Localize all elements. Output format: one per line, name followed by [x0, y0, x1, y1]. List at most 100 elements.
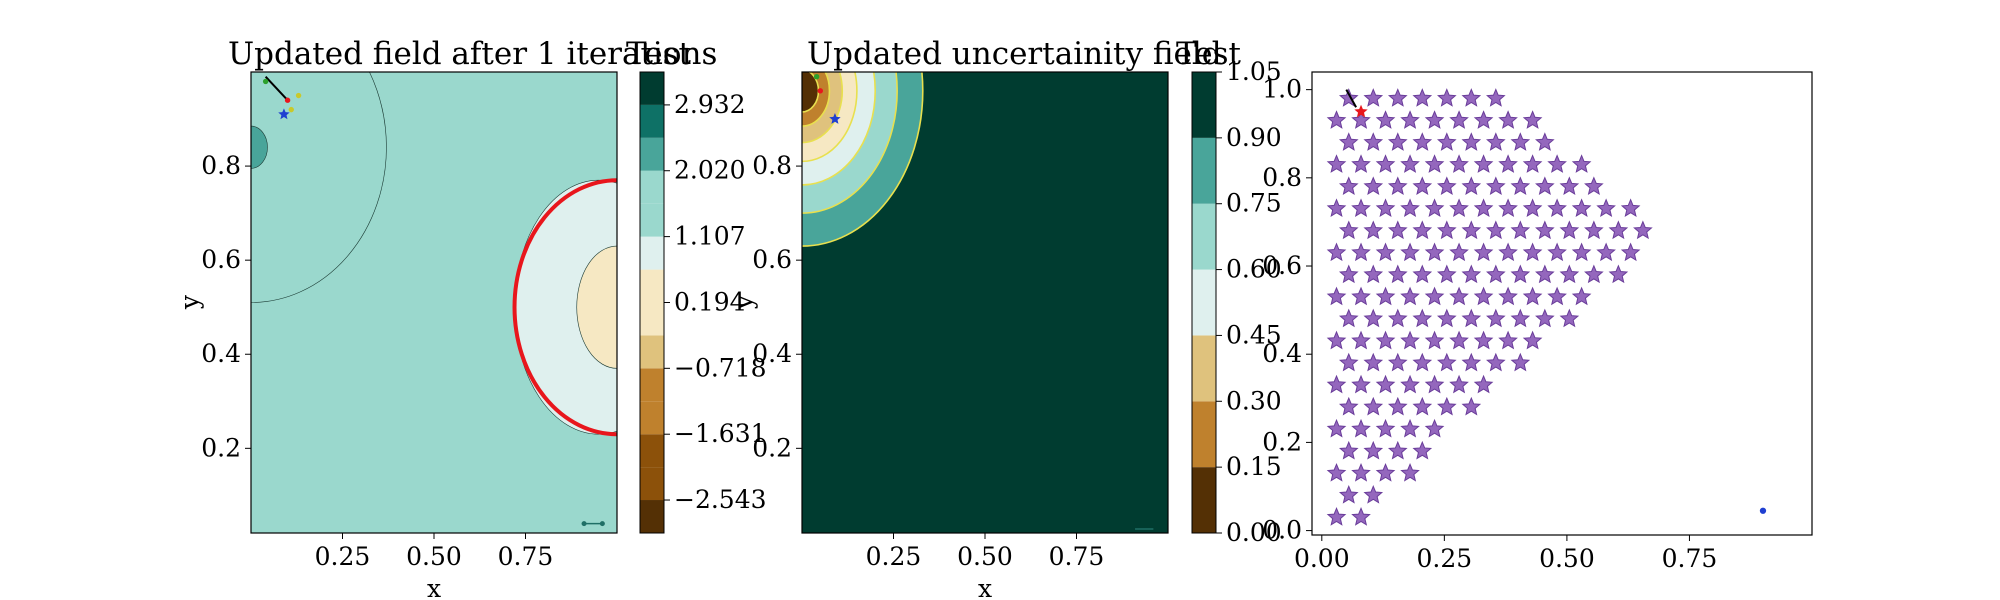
star-marker: [1354, 104, 1368, 118]
star-point: [1498, 286, 1518, 306]
star-point: [1412, 308, 1433, 328]
star-point: [1547, 154, 1567, 173]
star-point: [1510, 176, 1531, 195]
colorbar-tick-label: 0.194: [674, 288, 746, 317]
uncertainty-xlabel: x: [978, 574, 992, 600]
uncertainty-ylabel: y: [729, 294, 758, 310]
y-tick-label: 0.8: [1262, 163, 1302, 192]
x-tick-label: 0.00: [1294, 544, 1350, 573]
colorbar-band: [640, 467, 664, 501]
star-point: [1522, 330, 1543, 350]
dot-marker: [262, 78, 269, 85]
star-point: [1375, 418, 1396, 438]
field-xlabel: x: [427, 574, 441, 600]
star-point: [1375, 286, 1396, 306]
star-point: [1449, 286, 1469, 306]
colorbar-tick-label: 0.45: [1226, 320, 1282, 349]
field-colorbar-label: Test: [626, 36, 692, 72]
star-point: [1351, 154, 1371, 173]
colorbar-tick-label: 0.30: [1226, 386, 1282, 415]
star-point: [1412, 176, 1433, 195]
star-point: [1498, 198, 1518, 218]
field-path-segment: [264, 76, 289, 101]
colorbar-band: [640, 72, 664, 105]
star-point: [1535, 176, 1555, 195]
star-point: [1351, 242, 1371, 262]
colorbar-tick-label: 0.00: [1226, 518, 1282, 547]
star-point: [1424, 330, 1445, 350]
star-point: [1449, 374, 1469, 394]
star-point: [1510, 308, 1531, 328]
star-point: [1424, 374, 1445, 394]
star-point: [1449, 330, 1469, 350]
star-point: [1412, 396, 1433, 416]
x-tick-label: 0.25: [315, 542, 371, 571]
colorbar-band: [1192, 335, 1216, 402]
colorbar-tick-label: 0.15: [1226, 452, 1282, 481]
star-point: [1424, 286, 1445, 306]
star-point: [1387, 352, 1408, 372]
star-point: [1486, 352, 1506, 372]
star-point: [1559, 176, 1580, 195]
colorbar-band: [640, 335, 664, 369]
star-point: [1473, 242, 1494, 262]
uncertainty-contour-area: [802, 72, 1168, 533]
star-point: [1338, 440, 1359, 460]
dot-marker: [817, 88, 823, 94]
star-point: [1375, 110, 1396, 129]
star-point: [1522, 154, 1543, 173]
x-tick-label: 0.75: [498, 542, 554, 571]
y-tick-label: 0.4: [201, 339, 241, 368]
dot-marker: [288, 106, 294, 113]
star-point: [1400, 374, 1420, 394]
x-tick-label: 0.50: [406, 542, 462, 571]
star-point: [1387, 308, 1408, 328]
star-point: [1400, 286, 1420, 306]
star-point: [1473, 330, 1494, 350]
star-point: [1326, 507, 1347, 526]
star-point: [1387, 132, 1408, 151]
colorbar-tick-label: 0.60: [1226, 255, 1282, 284]
x-tick-label: 0.25: [1417, 544, 1473, 573]
star-point: [1326, 286, 1347, 306]
y-tick-label: 0.4: [752, 339, 792, 368]
star-point: [1424, 154, 1445, 173]
star-point: [1326, 154, 1347, 173]
colorbar-tick-label: −2.543: [674, 485, 767, 514]
y-tick-label: 0.2: [201, 433, 241, 462]
star-point: [1375, 330, 1396, 350]
star-point: [1338, 352, 1359, 372]
star-point: [1326, 198, 1347, 218]
field-contour-area: [251, 72, 617, 533]
star-point: [1351, 507, 1371, 526]
star-point: [1375, 374, 1396, 394]
star-point: [1461, 264, 1482, 284]
y-tick-label: 0.6: [201, 245, 241, 274]
star-point: [1571, 154, 1592, 173]
star-point: [1363, 308, 1384, 328]
colorbar-band: [640, 401, 664, 435]
star-point: [1596, 198, 1616, 218]
colorbar-tick-label: 0.90: [1226, 123, 1282, 152]
x-tick-label: 0.75: [1049, 542, 1105, 571]
star-point: [1522, 110, 1543, 129]
star-point: [1351, 110, 1371, 129]
colorbar-tick-label: 1.107: [674, 222, 746, 251]
star-point: [1437, 264, 1457, 284]
star-point: [1351, 330, 1371, 350]
star-point: [1387, 440, 1408, 460]
star-point: [1486, 308, 1506, 328]
colorbar-tick-label: 0.75: [1226, 189, 1282, 218]
colorbar-band: [640, 302, 664, 336]
field-boundary-curve: [512, 178, 617, 437]
star-point: [1412, 220, 1433, 240]
star-point: [1535, 264, 1555, 284]
field-ylabel: y: [175, 294, 204, 310]
colorbar-band: [640, 269, 664, 303]
star-point: [1363, 396, 1384, 416]
star-point: [1535, 220, 1555, 240]
star-point: [1547, 242, 1567, 262]
star-point: [1338, 308, 1359, 328]
star-point: [1351, 418, 1371, 438]
